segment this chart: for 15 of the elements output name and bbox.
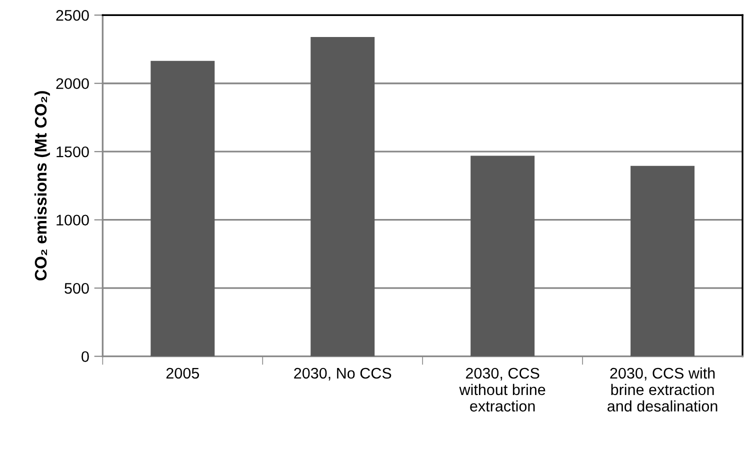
bar <box>150 60 215 356</box>
y-tick-label: 500 <box>64 282 89 294</box>
y-tick-label: 2000 <box>56 78 89 90</box>
y-tick-label: 2500 <box>56 10 89 21</box>
x-tick-label: 2030, No CCS <box>294 368 392 380</box>
y-tick-label: 1500 <box>56 146 89 158</box>
bar <box>630 166 695 356</box>
y-tick-label: 0 <box>82 351 89 362</box>
x-tick-label: 2030, CCS with brine extraction and desalination <box>608 367 718 412</box>
bar <box>470 156 535 356</box>
y-axis-title: CO₂ emissions (Mt CO₂) <box>34 91 50 280</box>
x-tick-label: 2005 <box>166 368 200 379</box>
y-tick-label: 1000 <box>56 214 89 226</box>
x-tick-label: 2030, CCS without brine extraction <box>459 368 546 412</box>
bar <box>310 36 375 356</box>
